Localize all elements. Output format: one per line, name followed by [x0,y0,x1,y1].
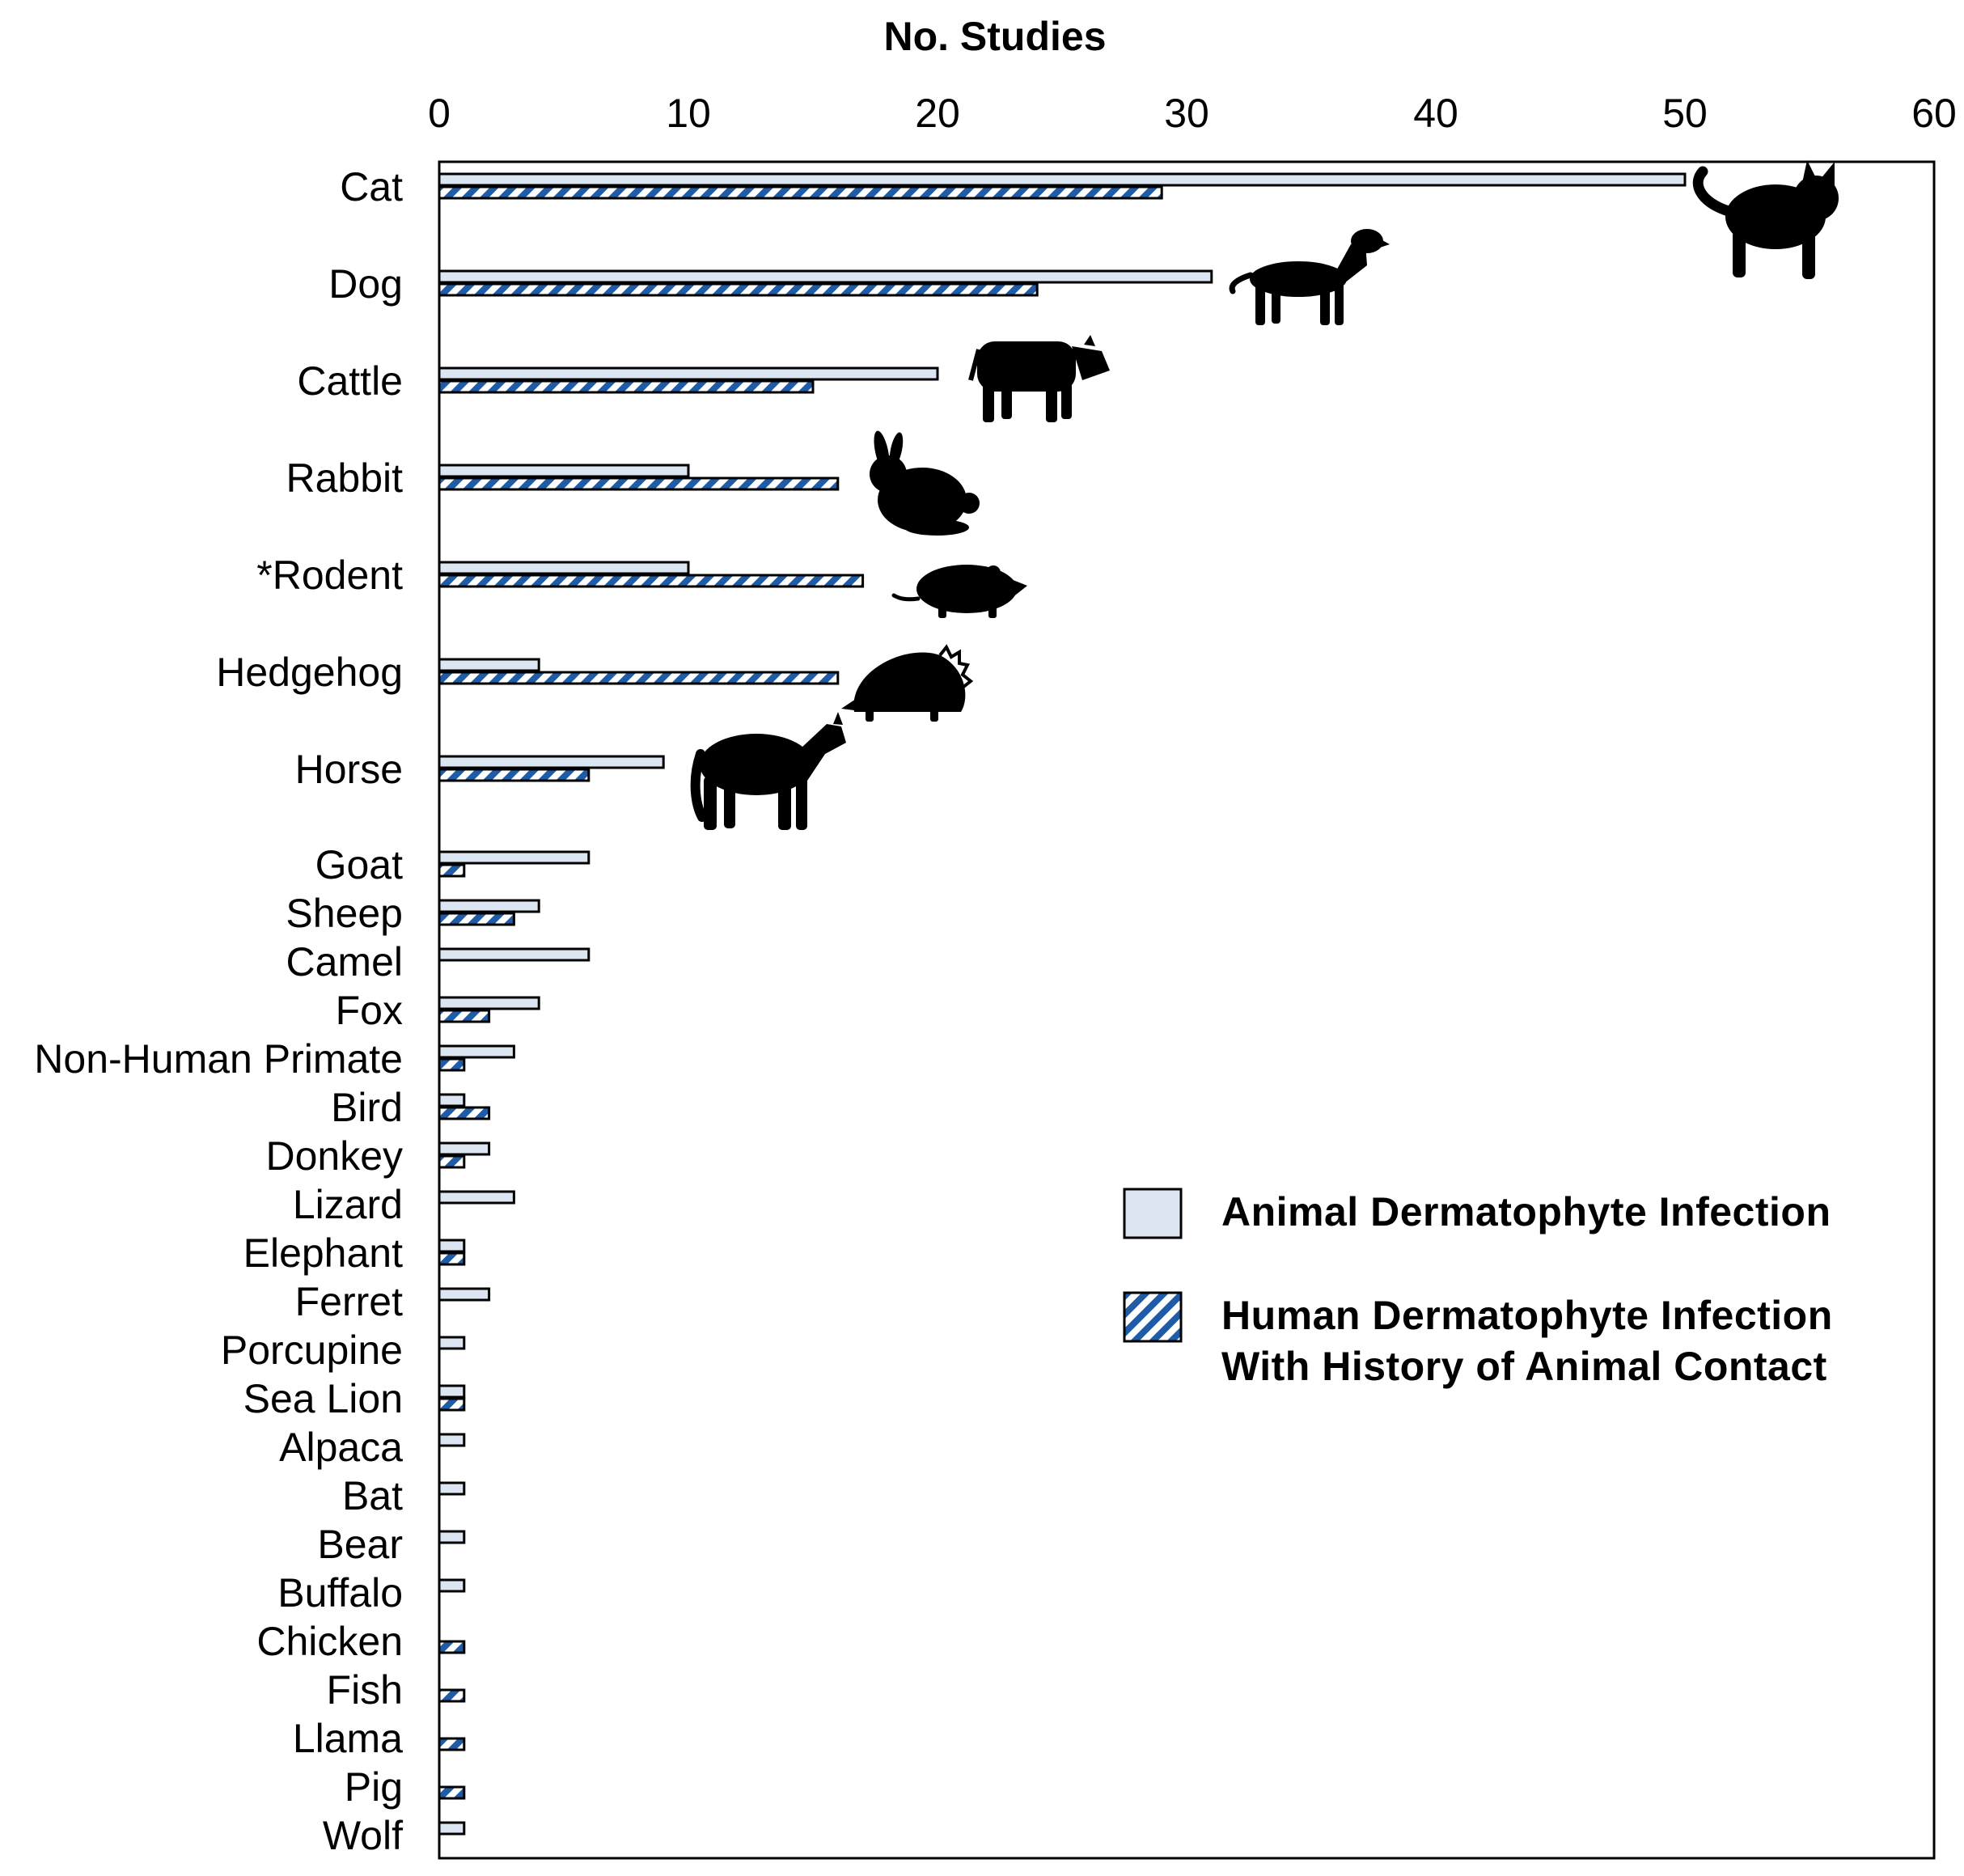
bar-human-infection [438,863,466,878]
legend-label-animal: Animal Dermatophyte Infection [1221,1189,1831,1234]
bar-animal-infection [438,947,590,962]
x-tick-label: 10 [666,91,711,136]
legend-label-human-line2: With History of Animal Contact [1221,1344,1827,1389]
bar-animal-infection [438,1141,491,1156]
bar-animal-infection [438,1384,466,1399]
hedgehog-silhouette-icon [841,644,974,722]
category-label: Cat [340,164,403,210]
bar-animal-infection [438,269,1213,284]
bars [438,172,1687,1836]
category-label: Ferret [295,1279,403,1324]
category-label: Wolf [323,1813,403,1858]
bar-animal-infection [438,172,1687,187]
category-label: Porcupine [221,1328,403,1373]
x-axis-ticks: 0 10 20 30 40 50 60 [428,91,1957,136]
bar-human-infection [438,671,840,685]
bar-animal-infection [438,1530,466,1544]
category-label: Bear [317,1522,403,1567]
category-label: Goat [315,842,404,887]
category-label: Rabbit [286,455,403,501]
category-label: Sheep [286,891,403,936]
legend: Animal Dermatophyte Infection Human Derm… [1123,1188,1833,1389]
category-label: Lizard [293,1182,403,1227]
bar-animal-infection [438,1287,491,1302]
bar-human-infection [438,768,590,782]
bar-human-infection [438,1106,491,1120]
bar-human-infection [438,379,815,394]
bar-human-infection [438,1057,466,1072]
x-tick-label: 60 [1911,91,1957,136]
bar-animal-infection [438,1239,466,1253]
bar-animal-infection [438,1578,466,1593]
bar-animal-infection [438,1336,466,1350]
category-label: Donkey [265,1133,403,1179]
bar-human-infection [438,1737,466,1751]
bar-human-infection [438,574,865,588]
bar-human-infection [438,185,1163,200]
bar-animal-infection [438,658,540,672]
bar-animal-infection [438,561,690,575]
bar-human-infection [438,1397,466,1412]
x-tick-label: 30 [1164,91,1209,136]
plot-frame [438,160,1936,1860]
bar-animal-infection [438,464,690,478]
bar-human-infection [438,1688,466,1703]
bar-animal-infection [438,850,590,865]
category-label: Camel [286,939,403,985]
category-label: Sea Lion [243,1376,403,1421]
category-label: Fox [336,988,403,1033]
cat-silhouette-icon [1692,160,1839,279]
horse-silhouette-icon [690,712,846,830]
bar-animal-infection [438,1433,466,1447]
x-tick-label: 40 [1413,91,1458,136]
bar-human-infection [438,1785,466,1800]
bar-animal-infection [438,1190,515,1205]
category-label: Fish [327,1667,403,1713]
bar-animal-infection [438,899,540,913]
category-label: Non-Human Primate [34,1036,403,1082]
bar-human-infection [438,912,515,926]
bar-animal-infection [438,1044,515,1059]
category-label: Buffalo [277,1570,403,1616]
category-label: Cattle [297,358,403,404]
x-tick-label: 20 [915,91,960,136]
bar-human-infection [438,476,840,491]
bar-human-infection [438,1154,466,1169]
category-label: Pig [345,1764,403,1810]
legend-swatch-animal [1123,1188,1183,1239]
rabbit-silhouette-icon [870,430,980,536]
category-label: Horse [295,747,403,792]
category-label: Elephant [243,1230,403,1276]
cattle-silhouette-icon [968,335,1110,422]
dog-silhouette-icon [1229,229,1390,325]
category-label: Bird [331,1085,403,1130]
bar-animal-infection [438,1481,466,1496]
bar-human-infection [438,1009,491,1023]
x-tick-label: 50 [1662,91,1708,136]
bar-animal-infection [438,755,665,769]
category-label: Hedgehog [216,650,403,695]
x-tick-label: 0 [428,91,451,136]
category-labels: Cat Dog Cattle Rabbit *Rodent Hedgehog Horse Go… [34,164,403,1858]
bar-animal-infection [438,996,540,1010]
bar-animal-infection [438,1821,466,1836]
axis-title: No. Studies [883,14,1106,59]
category-label: *Rodent [256,553,403,598]
bar-animal-infection [438,366,939,381]
bar-human-infection [438,282,1039,297]
rodent-silhouette-icon [891,565,1027,618]
category-label: Alpaca [279,1425,403,1470]
bar-human-infection [438,1640,466,1654]
category-label: Llama [293,1716,403,1761]
category-label: Chicken [256,1619,403,1664]
legend-label-human-line1: Human Dermatophyte Infection [1221,1293,1833,1338]
category-label: Bat [342,1473,403,1518]
legend-swatch-human [1123,1291,1183,1343]
bar-animal-infection [438,1093,466,1107]
bar-human-infection [438,1251,466,1266]
category-label: Dog [328,261,403,307]
